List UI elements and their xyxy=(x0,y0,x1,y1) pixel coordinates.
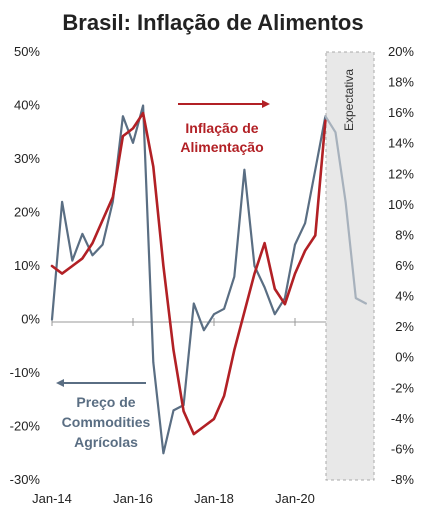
series-line-forecast xyxy=(324,115,367,305)
left-tick-label: -10% xyxy=(10,365,41,380)
annotation-food-inflation-line1: Inflação de xyxy=(185,120,258,136)
forecast-region xyxy=(325,51,375,481)
annotation-commodities-line3: Agrícolas xyxy=(74,434,138,450)
right-tick-label: 12% xyxy=(388,166,414,181)
right-tick-label: 4% xyxy=(395,289,414,304)
right-tick-label: 10% xyxy=(388,197,414,212)
chart-title: Brasil: Inflação de Alimentos xyxy=(62,10,363,35)
right-tick-label: -4% xyxy=(391,411,415,426)
left-tick-label: -20% xyxy=(10,419,41,434)
left-tick-label: 30% xyxy=(14,151,40,166)
arrow-left-head-icon xyxy=(56,379,64,387)
annotation-commodities-line1: Preço de xyxy=(76,394,135,410)
right-tick-label: 20% xyxy=(388,44,414,59)
annotation-commodities-line2: Commodities xyxy=(62,414,151,430)
left-tick-label: 50% xyxy=(14,44,40,59)
left-tick-label: -30% xyxy=(10,472,41,487)
left-tick-label: 40% xyxy=(14,98,40,113)
annotation-commodities: Preço de Commodities Agrícolas xyxy=(56,379,151,450)
right-tick-label: 2% xyxy=(395,319,414,334)
x-tick-label: Jan-16 xyxy=(113,491,153,506)
x-tick-label: Jan-18 xyxy=(194,491,234,506)
annotation-food-inflation: Inflação de Alimentação xyxy=(178,100,270,155)
x-tick-label: Jan-14 xyxy=(32,491,72,506)
series-line-commodities xyxy=(50,104,327,455)
x-axis: Jan-14 Jan-16 Jan-18 Jan-20 xyxy=(32,318,315,506)
left-tick-label: 0% xyxy=(21,312,40,327)
right-tick-label: 8% xyxy=(395,227,414,242)
right-tick-label: -2% xyxy=(391,380,415,395)
right-axis: 20% 18% 16% 14% 12% 10% 8% 6% 4% 2% 0% -2% -4% -6% -8% xyxy=(388,44,414,487)
right-tick-label: -8% xyxy=(391,472,415,487)
right-tick-label: 18% xyxy=(388,75,414,90)
series-layer xyxy=(50,104,367,455)
right-tick-label: -6% xyxy=(391,441,415,456)
annotation-food-inflation-line2: Alimentação xyxy=(180,139,263,155)
x-tick-label: Jan-20 xyxy=(275,491,315,506)
right-tick-label: 16% xyxy=(388,105,414,120)
series-line-food-inflation xyxy=(50,111,327,436)
right-tick-label: 0% xyxy=(395,350,414,365)
left-axis: 50% 40% 30% 20% 10% 0% -10% -20% -30% xyxy=(10,44,41,487)
left-tick-label: 10% xyxy=(14,258,40,273)
right-tick-label: 14% xyxy=(388,136,414,151)
arrow-right-head-icon xyxy=(262,100,270,108)
right-tick-label: 6% xyxy=(395,258,414,273)
left-tick-label: 20% xyxy=(14,205,40,220)
forecast-label: Expectativa xyxy=(342,69,356,131)
